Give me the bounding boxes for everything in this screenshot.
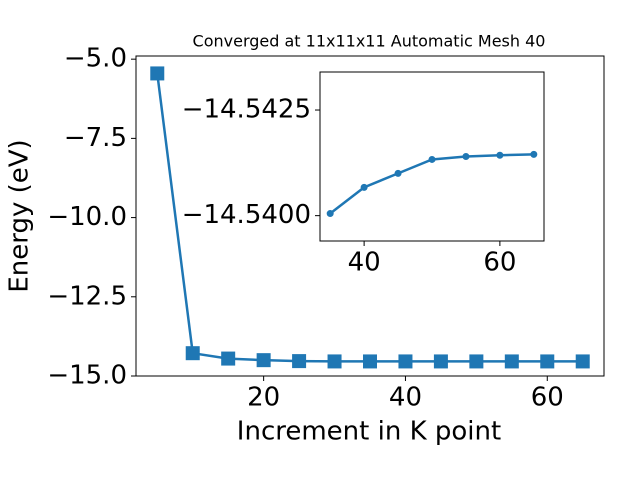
y-axis-label: Energy (eV) <box>5 139 35 292</box>
marker <box>150 66 165 81</box>
y-tick-label: −12.5 <box>47 281 127 311</box>
marker <box>394 169 402 177</box>
y-tick-label: −10.0 <box>47 202 127 232</box>
marker <box>433 354 448 369</box>
x-tick-label: 40 <box>389 383 422 413</box>
marker <box>326 210 334 218</box>
marker <box>327 354 342 369</box>
y-tick-label: −14.5425 <box>182 95 311 125</box>
marker <box>292 354 307 369</box>
marker <box>469 354 484 369</box>
marker <box>530 150 538 158</box>
marker <box>496 151 504 159</box>
y-tick-label: −15.0 <box>47 361 127 391</box>
marker <box>185 346 200 361</box>
marker <box>363 354 377 369</box>
x-axis-label: Increment in K point <box>237 417 501 447</box>
marker <box>462 153 470 160</box>
marker <box>221 351 236 366</box>
y-tick-label: −7.5 <box>64 123 127 153</box>
x-tick-label: 60 <box>531 383 564 413</box>
x-tick-label: 60 <box>483 248 516 278</box>
y-tick-label: −14.5400 <box>182 200 311 230</box>
marker <box>256 353 271 368</box>
marker <box>428 155 436 163</box>
marker <box>575 354 590 369</box>
marker <box>398 354 413 369</box>
x-tick-label: 40 <box>348 248 381 278</box>
x-tick-label: 20 <box>247 383 280 413</box>
marker <box>504 354 519 369</box>
chart-title: Converged at 11x11x11 Automatic Mesh 40 <box>193 32 546 51</box>
marker <box>540 354 555 369</box>
marker <box>360 183 368 191</box>
y-tick-label: −5.0 <box>64 44 127 74</box>
